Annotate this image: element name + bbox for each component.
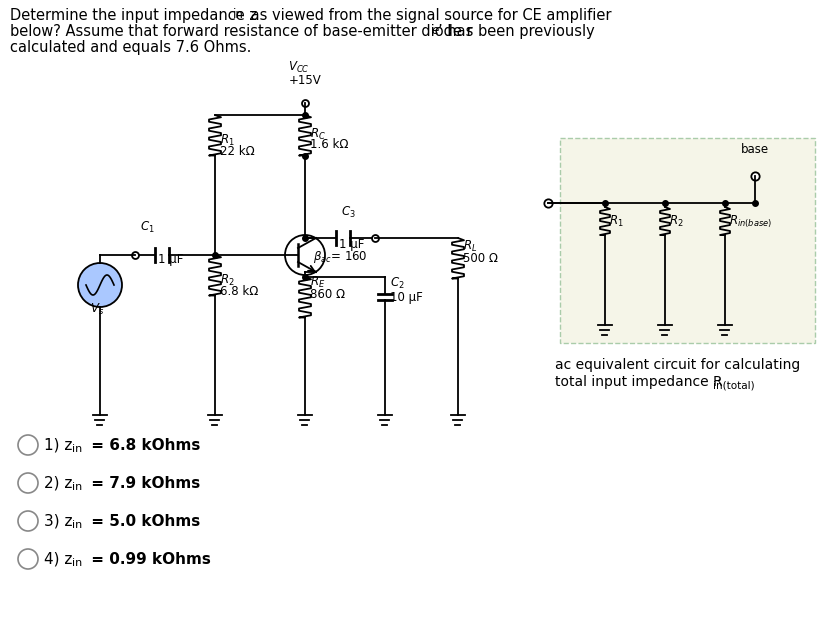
Text: ac equivalent circuit for calculating: ac equivalent circuit for calculating [554, 358, 799, 372]
Text: $R_L$: $R_L$ [463, 239, 477, 254]
Text: $C_1$: $C_1$ [140, 220, 155, 235]
Text: = 6.8 kOhms: = 6.8 kOhms [86, 438, 200, 452]
Text: Determine the input impedance z: Determine the input impedance z [10, 8, 257, 23]
Text: e: e [431, 24, 438, 37]
Text: 1.6 kΩ: 1.6 kΩ [310, 138, 348, 151]
Text: 1 μF: 1 μF [158, 253, 183, 266]
Text: as viewed from the signal source for CE amplifier: as viewed from the signal source for CE … [246, 8, 611, 23]
Text: 22 kΩ: 22 kΩ [219, 145, 254, 158]
Text: 1 μF: 1 μF [339, 238, 364, 251]
Text: = 7.9 kOhms: = 7.9 kOhms [86, 476, 200, 490]
Text: base: base [740, 143, 768, 156]
Text: 1) z: 1) z [44, 438, 72, 452]
Text: 860 Ω: 860 Ω [310, 288, 344, 301]
Text: 3) z: 3) z [44, 513, 72, 529]
Circle shape [78, 263, 122, 307]
Text: $C_3$: $C_3$ [340, 205, 355, 220]
Text: 10 μF: 10 μF [389, 291, 422, 304]
Text: $R_1$: $R_1$ [609, 214, 623, 229]
Text: $R_E$: $R_E$ [310, 275, 325, 290]
Text: in: in [233, 8, 243, 21]
Bar [560, 138, 814, 343]
Text: in: in [72, 558, 82, 568]
Text: $R_{in(base)}$: $R_{in(base)}$ [728, 214, 771, 230]
Text: +15V: +15V [288, 74, 321, 87]
Text: 4) z: 4) z [44, 551, 72, 567]
Text: $C_2$: $C_2$ [389, 276, 404, 291]
Text: in(total): in(total) [712, 381, 753, 391]
Text: in: in [72, 482, 82, 492]
Text: 2) z: 2) z [44, 476, 72, 490]
Text: $\beta_{ac}$= 160: $\beta_{ac}$= 160 [313, 249, 367, 265]
Text: $R_2$: $R_2$ [668, 214, 683, 229]
Text: = 5.0 kOhms: = 5.0 kOhms [86, 513, 200, 529]
Text: below? Assume that forward resistance of base-emitter diode r: below? Assume that forward resistance of… [10, 24, 472, 39]
Text: 6.8 kΩ: 6.8 kΩ [219, 285, 258, 298]
Text: ’ has been previously: ’ has been previously [437, 24, 594, 39]
Text: $R_1$: $R_1$ [219, 133, 234, 148]
Text: in: in [72, 520, 82, 530]
Text: = 0.99 kOhms: = 0.99 kOhms [86, 551, 210, 567]
Text: calculated and equals 7.6 Ohms.: calculated and equals 7.6 Ohms. [10, 40, 251, 55]
Text: $R_2$: $R_2$ [219, 273, 234, 288]
Text: $R_C$: $R_C$ [310, 127, 325, 142]
Circle shape [285, 235, 325, 275]
Text: total input impedance R: total input impedance R [554, 375, 722, 389]
Text: in: in [72, 444, 82, 454]
Text: $V_s$: $V_s$ [90, 302, 104, 317]
Text: $V_{CC}$: $V_{CC}$ [288, 60, 310, 75]
Text: 500 Ω: 500 Ω [463, 252, 498, 265]
